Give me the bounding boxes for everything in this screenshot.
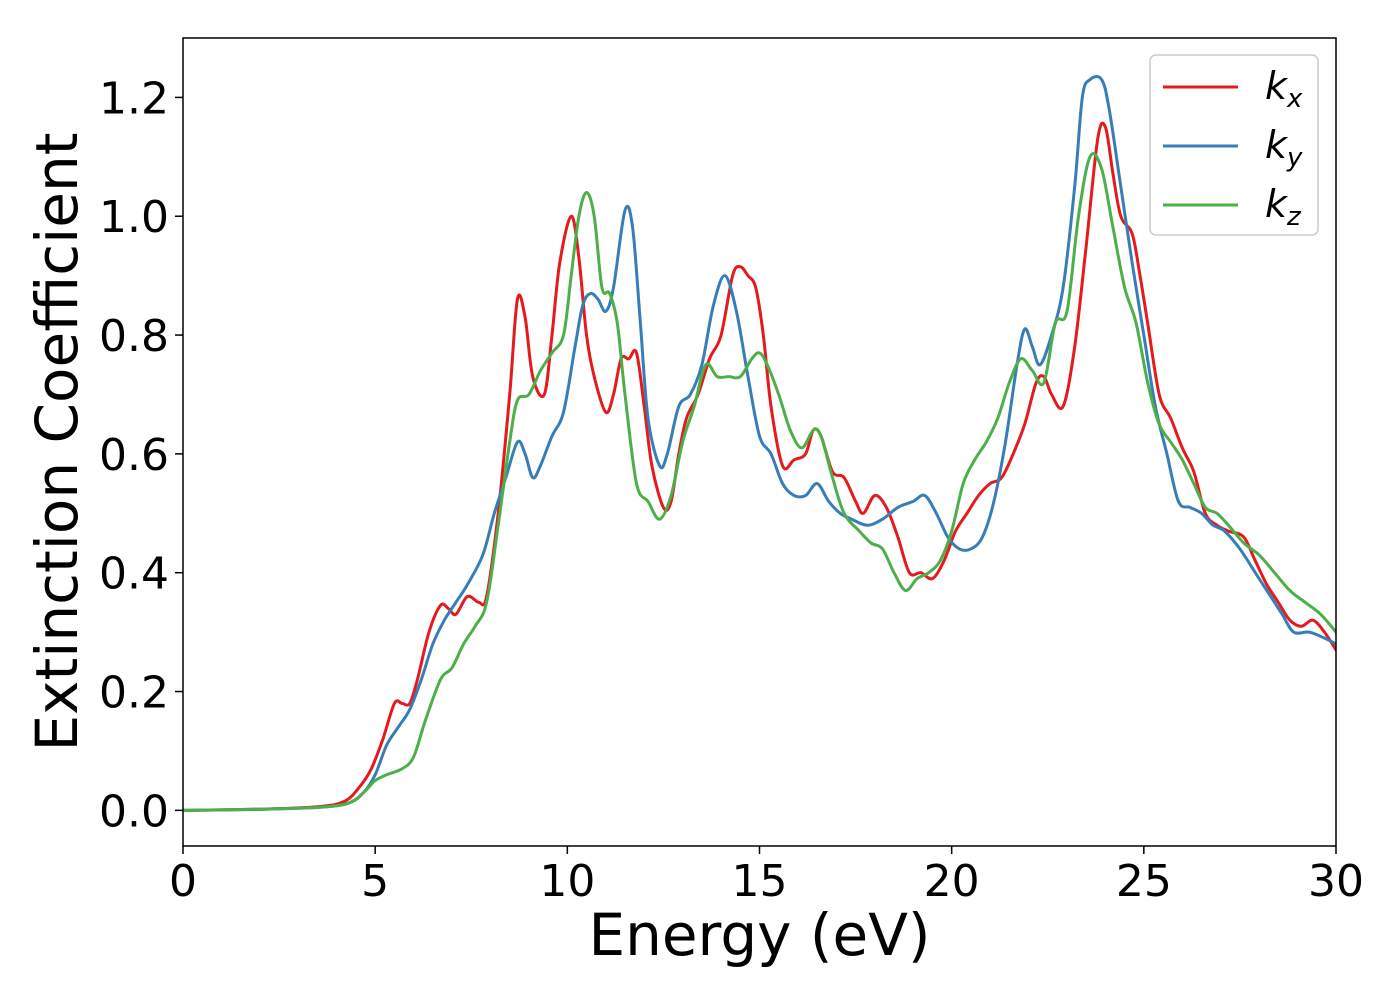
series-line-kz [183,152,1336,812]
x-axis-title: Energy (eV) [588,901,930,969]
y-tick-label: 1.0 [99,192,169,243]
legend-label-kx: kx [1265,64,1303,114]
x-tick-label: 30 [1308,856,1364,907]
x-tick-label: 5 [361,856,389,907]
x-tick-label: 20 [924,856,980,907]
x-tick-label: 10 [539,856,595,907]
series-line-ky [183,75,1336,812]
y-tick-label: 0.8 [99,311,169,362]
y-tick-label: 0.0 [99,786,169,837]
legend-label-kz: kz [1265,182,1302,232]
x-tick-label: 15 [732,856,788,907]
legend-label-ky: ky [1265,123,1303,173]
y-tick-label: 0.6 [99,430,169,481]
legend: kx ky kz [1149,54,1319,236]
y-tick-label: 1.2 [99,73,169,124]
y-tick-label: 0.4 [99,549,169,600]
x-tick-label: 0 [169,856,197,907]
axis-ticks: 0 5 10 15 20 25 30 0.0 0.2 0.4 0.6 0.8 1.0 1.2 [99,73,1364,907]
plot-area [183,75,1336,812]
y-axis-title: Extinction Coefficient [23,133,91,752]
x-tick-label: 25 [1116,856,1172,907]
y-tick-label: 0.2 [99,668,169,719]
